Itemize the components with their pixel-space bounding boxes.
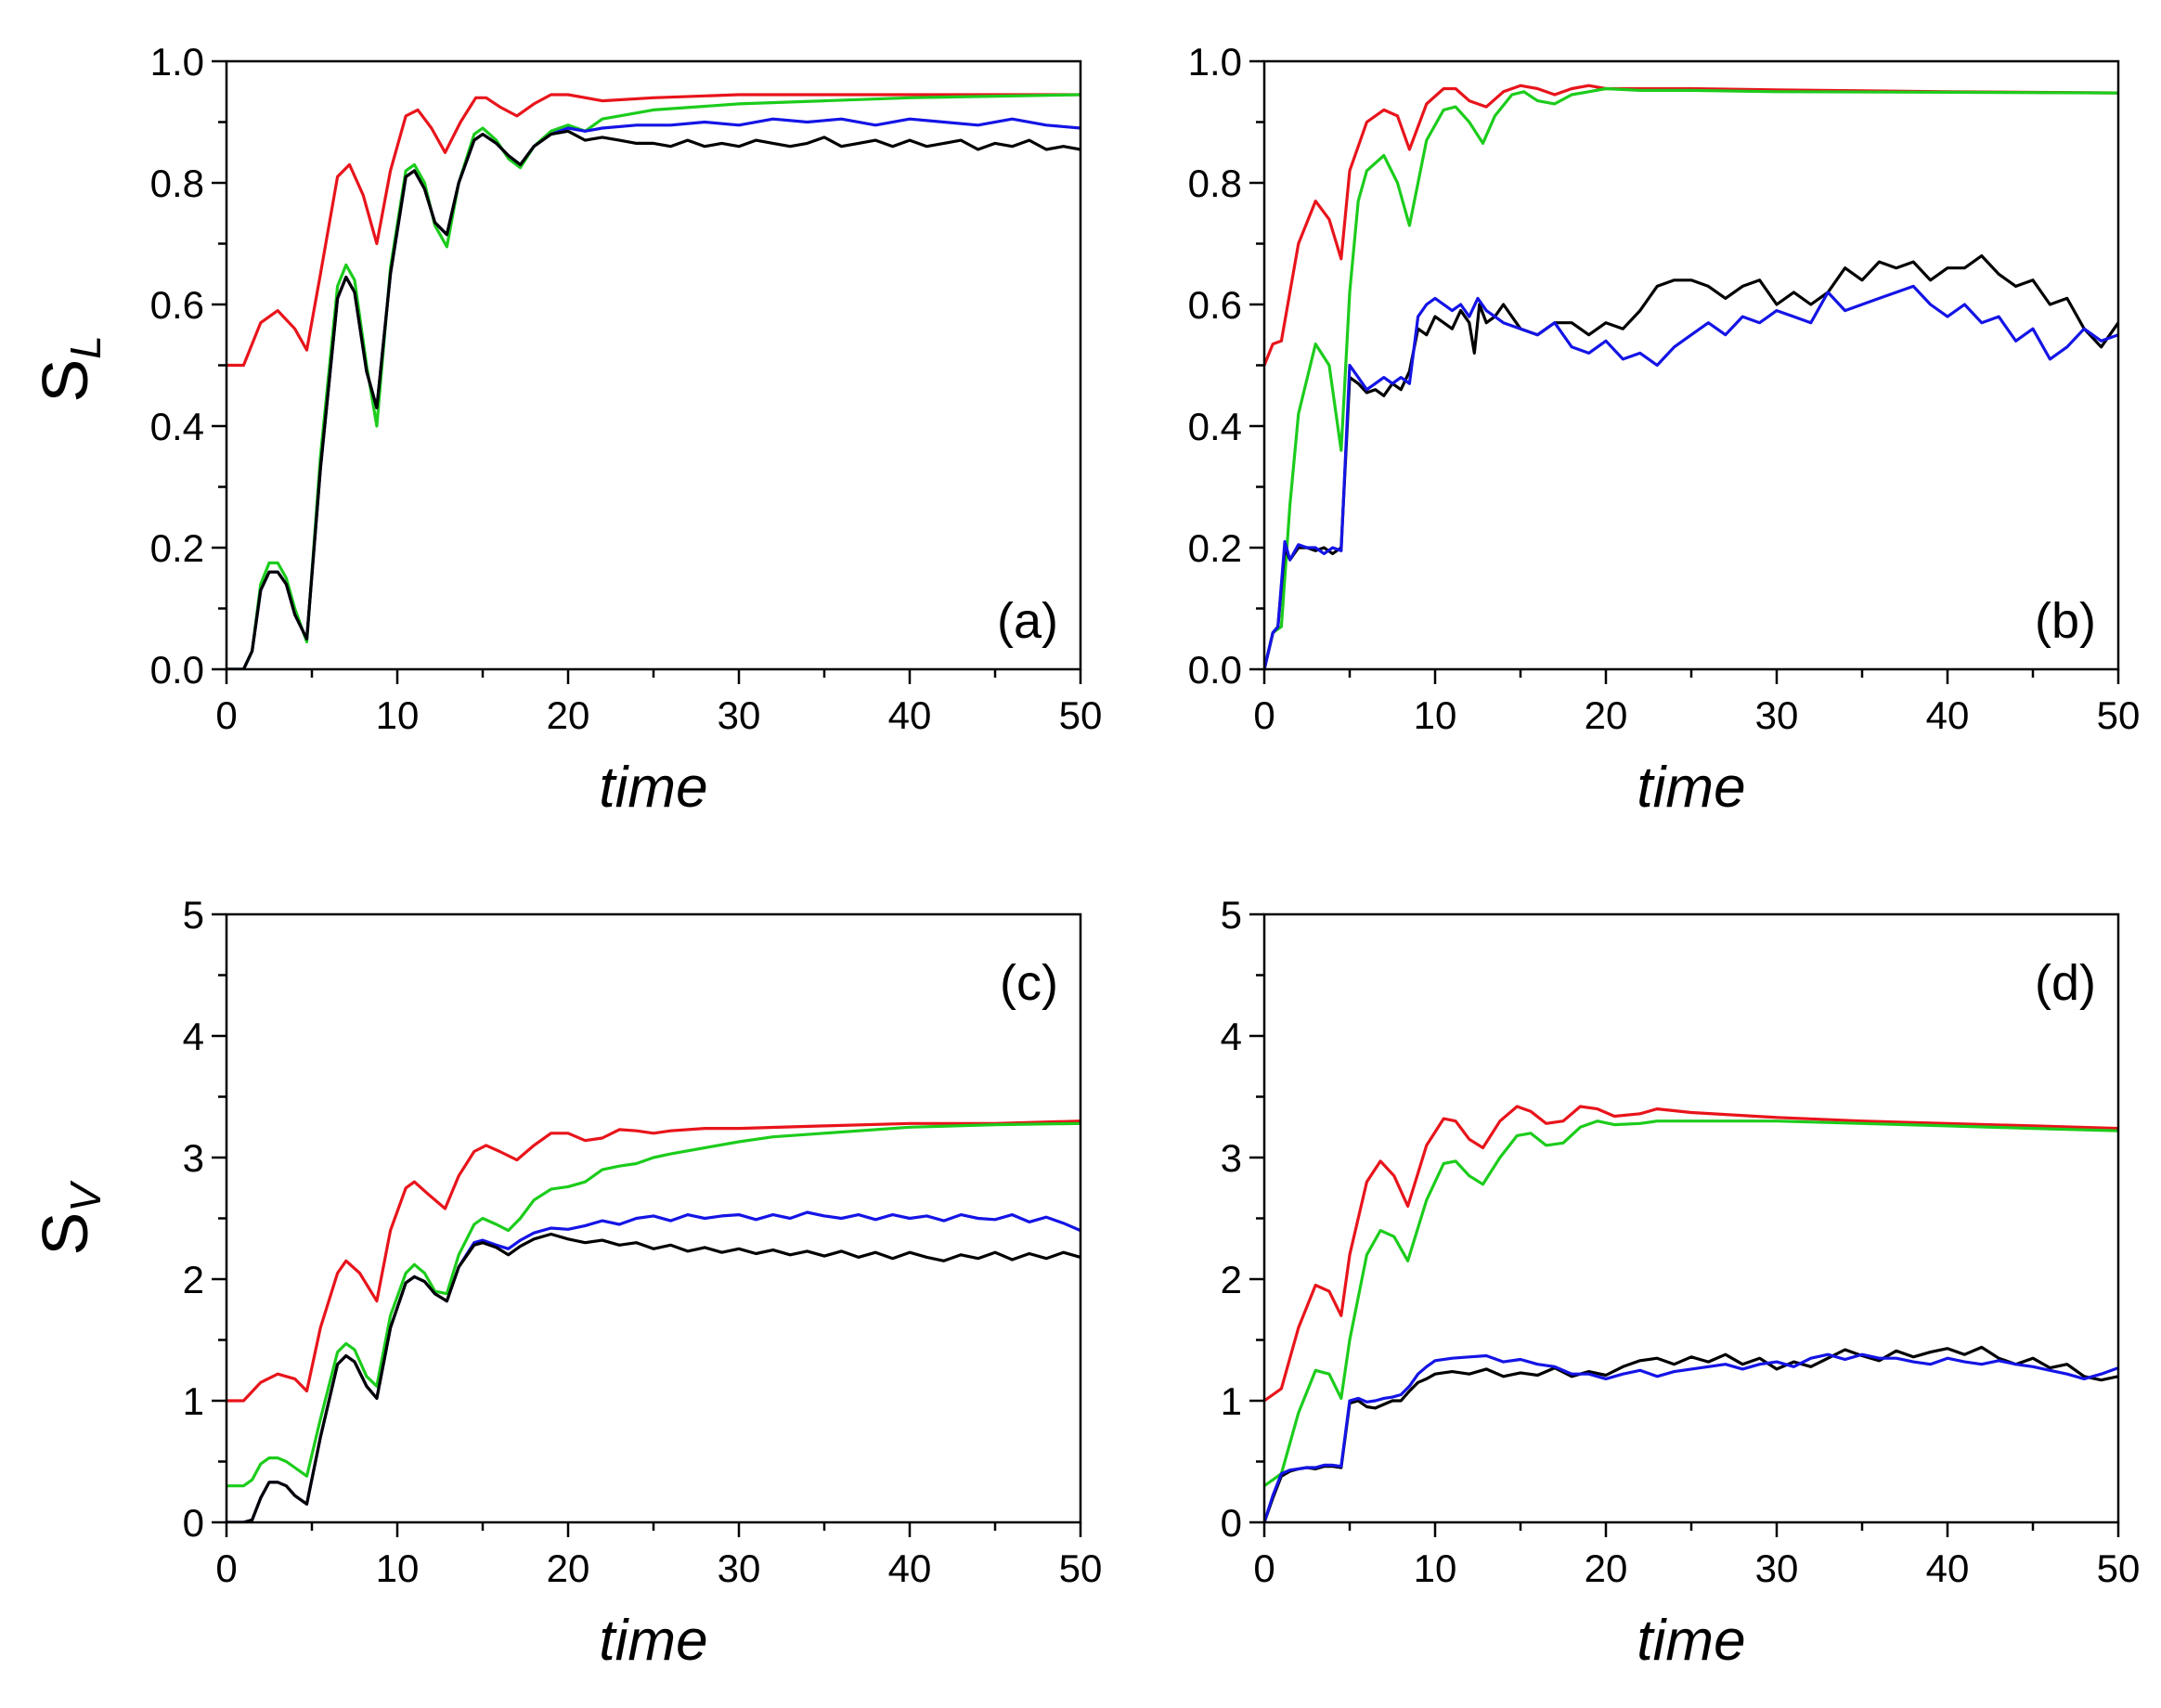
panel-b-xtick-label: 30 [1755,693,1799,737]
panel-d-ytick-label: 0 [1221,1501,1242,1545]
panel-a-xtick-label: 0 [215,693,237,737]
panel-b-series-blue [1264,284,2118,669]
panel-b-label: (b) [2035,593,2096,649]
panel-a: 0 10 20 30 40 50 0.0 0.2 0.4 0.6 0.8 1.0 SL time (a… [29,40,1102,820]
panel-b-ytick-label: 0.6 [1188,283,1242,327]
panel-d-xlabel: time [1637,1609,1745,1673]
panel-c-xtick-label: 30 [718,1546,761,1590]
panel-b-xtick-label: 20 [1585,693,1628,737]
panel-a-xtick-label: 10 [376,693,420,737]
panel-a-ytick-label: 0.0 [150,648,204,692]
panel-a-series-blue [226,117,1080,669]
panel-d-ytick-label: 2 [1221,1258,1242,1301]
panel-b-xtick-label: 10 [1414,693,1457,737]
panel-c-ytick-label: 3 [183,1136,204,1180]
panel-a-frame [225,59,1082,671]
panel-d-xtick-label: 40 [1926,1546,1970,1590]
panel-c-xtick-label: 50 [1059,1546,1103,1590]
panel-c-ytick-label: 0 [183,1501,204,1545]
panel-b-ytick-label: 0.4 [1188,405,1242,448]
panel-a-ytick-label: 1.0 [150,40,204,84]
panel-a-xtick-label: 50 [1059,693,1103,737]
panel-d-series-red [1264,1105,2118,1403]
panel-c-series-red [226,1119,1080,1403]
panel-b-ytick-label: 1.0 [1188,40,1242,84]
panel-b-xtick-label: 50 [2097,693,2141,737]
panel-d-ytick-label: 3 [1221,1136,1242,1180]
panel-c-series-green [226,1121,1080,1488]
panel-a-ylabel: SL [29,335,110,402]
panel-c-label: (c) [1000,955,1058,1011]
panel-d-xtick-label: 50 [2097,1546,2141,1590]
panel-d-ytick-label: 5 [1221,893,1242,937]
panel-d-series-black [1264,1345,2118,1522]
panel-b-plot-area: 0 10 20 30 40 50 0.0 0.2 0.4 0.6 0.8 1.0 [1188,40,2141,737]
panel-c-ytick-label: 4 [183,1015,204,1058]
panel-b-series-red [1264,84,2118,368]
panel-a-series-group [226,93,1080,669]
panel-d-plot-area: 0 10 20 30 40 50 0 1 2 3 4 5 [1221,893,2141,1590]
panel-a-label: (a) [997,593,1058,649]
panel-b-frame [1262,59,2120,671]
panel-c-xtick-label: 20 [547,1546,590,1590]
panel-b-series-group [1264,84,2118,669]
panel-d-xtick-label: 20 [1585,1546,1628,1590]
panel-b-series-black [1264,254,2118,669]
panel-d-xtick-label: 30 [1755,1546,1799,1590]
panel-d-ytick-label: 1 [1221,1379,1242,1423]
panel-a-ytick-label: 0.8 [150,162,204,205]
panel-a-series-red [226,93,1080,368]
panel-c-ytick-label: 1 [183,1379,204,1423]
panel-a-plot-area: 0 10 20 30 40 50 0.0 0.2 0.4 0.6 0.8 1.0 [150,40,1103,737]
panel-d-ytick-label: 4 [1221,1015,1242,1058]
panel-d-label: (d) [2035,955,2096,1011]
panel-d-series-group [1264,1105,2118,1522]
panel-d-series-green [1264,1119,2118,1488]
panel-c-xtick-label: 0 [215,1546,237,1590]
panel-c-xtick-label: 40 [888,1546,932,1590]
panel-d: 0 10 20 30 40 50 0 1 2 3 4 5 time (d) [1221,893,2141,1673]
panel-a-ytick-label: 0.2 [150,526,204,570]
panel-c-series-black [226,1232,1080,1522]
panel-b-ytick-label: 0.0 [1188,648,1242,692]
panel-a-ytick-label: 0.6 [150,283,204,327]
panel-b-xlabel: time [1637,756,1745,820]
panel-c-series-group [226,1119,1080,1522]
panel-c-ytick-label: 2 [183,1258,204,1301]
panel-c-xtick-label: 10 [376,1546,420,1590]
panel-b-ytick-label: 0.8 [1188,162,1242,205]
panel-a-series-green [226,93,1080,669]
panel-a-series-black [226,129,1080,669]
panel-a-xtick-label: 30 [718,693,761,737]
panel-c-plot-area: 0 10 20 30 40 50 0 1 2 3 4 5 [183,893,1103,1590]
panel-a-xtick-label: 40 [888,693,932,737]
panel-b-xtick-label: 0 [1253,693,1275,737]
panel-a-ytick-label: 0.4 [150,405,204,448]
panel-b: 0 10 20 30 40 50 0.0 0.2 0.4 0.6 0.8 1.0 time (b) [1188,40,2141,820]
panel-c: 0 10 20 30 40 50 0 1 2 3 4 5 SV time (c) [29,893,1102,1673]
panel-c-ylabel: SV [29,1180,110,1256]
panel-a-xtick-label: 20 [547,693,590,737]
panel-d-xtick-label: 10 [1414,1546,1457,1590]
panel-d-series-blue [1264,1352,2118,1522]
panel-a-xlabel: time [599,756,707,820]
panel-d-xtick-label: 0 [1253,1546,1275,1590]
panel-b-ytick-label: 0.2 [1188,526,1242,570]
panel-c-ytick-label: 5 [183,893,204,937]
panel-d-frame [1262,912,2120,1524]
panel-c-xlabel: time [599,1609,707,1673]
panel-b-xtick-label: 40 [1926,693,1970,737]
panel-b-series-green [1264,86,2118,669]
